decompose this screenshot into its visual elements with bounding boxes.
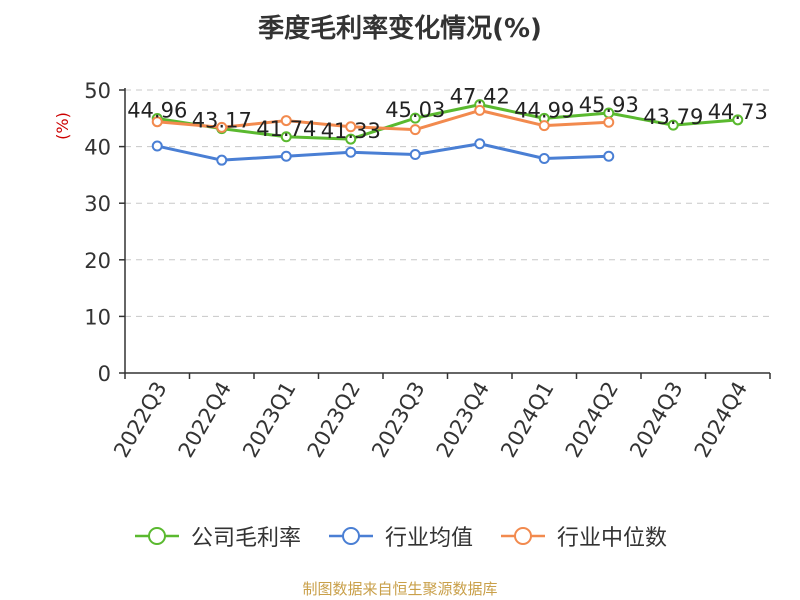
legend-swatch-company [134, 527, 179, 545]
data-label: 47.42 [450, 85, 510, 109]
series-point-2 [409, 124, 421, 136]
series-point-1 [345, 146, 357, 158]
legend-item-industry-mean[interactable]: 行业均值 [327, 520, 473, 552]
series-point-1 [216, 154, 228, 166]
legend-item-industry-median[interactable]: 行业中位数 [499, 520, 667, 552]
y-axis-label: (%) [53, 112, 72, 140]
y-tick-label: 30 [84, 192, 111, 216]
data-label: 45.03 [385, 98, 445, 122]
series-line-2 [157, 108, 609, 132]
series-point-0 [280, 131, 292, 143]
data-label: 41.33 [321, 119, 381, 143]
legend-label-industry-mean: 行业均值 [384, 526, 473, 551]
series-point-1 [151, 140, 163, 152]
data-label: 44.96 [127, 99, 187, 123]
series-point-1 [280, 150, 292, 162]
source-note: 制图数据来自恒生聚源数据库 [302, 580, 498, 598]
series-point-0 [409, 112, 421, 124]
y-tick-label: 20 [84, 249, 111, 273]
x-tick-label: 2024Q2 [561, 378, 623, 462]
data-label: 41.74 [256, 117, 316, 141]
x-tick-label: 2024Q1 [496, 378, 558, 462]
data-label: 43.17 [192, 109, 252, 133]
legend-label-industry-median: 行业中位数 [557, 526, 668, 551]
x-tick-label: 2024Q4 [690, 378, 752, 462]
y-tick-label: 10 [84, 305, 111, 329]
series-point-2 [216, 121, 228, 133]
data-label: 43.79 [643, 105, 703, 129]
x-tick-label: 2023Q2 [303, 378, 365, 462]
x-tick-label: 2023Q3 [367, 378, 429, 462]
series-point-0 [732, 114, 744, 126]
legend-label-company: 公司毛利率 [190, 526, 301, 551]
series-point-2 [603, 116, 615, 128]
x-tick-label: 2022Q3 [109, 378, 171, 462]
series-point-1 [474, 138, 486, 150]
legend: 公司毛利率 行业均值 行业中位数 [0, 520, 800, 552]
x-tick-label: 2023Q1 [238, 378, 300, 462]
x-tick-label: 2024Q3 [625, 378, 687, 462]
series-point-0 [667, 119, 679, 131]
series-line-0 [157, 103, 738, 141]
series-point-1 [409, 149, 421, 161]
series-point-2 [151, 116, 163, 128]
series-point-2 [345, 121, 357, 133]
legend-swatch-industry-median [501, 527, 545, 545]
y-tick-label: 50 [84, 79, 111, 103]
legend-item-company[interactable]: 公司毛利率 [133, 520, 301, 552]
y-tick-label: 0 [98, 362, 111, 386]
series-point-1 [538, 152, 550, 164]
data-label: 45.93 [579, 93, 639, 117]
series-point-1 [603, 150, 615, 162]
series-point-2 [280, 115, 292, 127]
series-line-1 [156, 142, 609, 162]
chart-title: 季度毛利率变化情况(%) [258, 14, 542, 44]
series-lines [151, 99, 744, 166]
data-label: 44.73 [708, 100, 768, 124]
x-tick-label: 2023Q4 [432, 378, 494, 462]
data-label: 44.99 [514, 98, 574, 122]
series-point-2 [538, 120, 550, 132]
legend-swatch-industry-mean [328, 527, 373, 545]
grid-lines [125, 89, 770, 317]
x-tick-label: 2022Q4 [174, 378, 236, 462]
y-tick-label: 40 [84, 136, 111, 160]
series-point-0 [345, 133, 357, 145]
series-point-2 [474, 104, 486, 116]
